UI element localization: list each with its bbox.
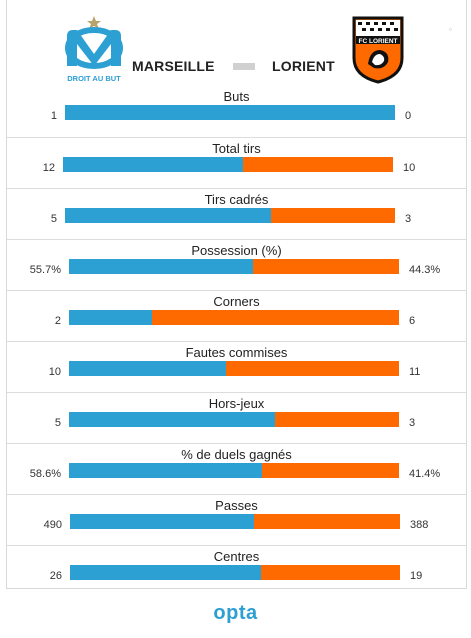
away-stat-value: 0: [405, 110, 412, 122]
decorative-mark: ▫: [448, 24, 452, 34]
home-stat-value: 5: [54, 417, 61, 429]
stat-comparison-bar: [69, 259, 399, 274]
stat-row: Hors-jeux 5 3: [7, 392, 466, 444]
home-share-fill: [69, 361, 227, 376]
stat-comparison-bar: [70, 514, 400, 529]
stat-label: Corners: [213, 294, 260, 309]
stat-row: Buts 1 0: [7, 86, 466, 137]
stat-row: Total tirs 12 10: [7, 137, 466, 189]
home-stat-value: 58.6%: [29, 468, 61, 480]
stat-comparison-bar: [69, 361, 399, 376]
home-stat-value: 2: [54, 315, 61, 327]
stat-label: Fautes commises: [185, 345, 288, 360]
stat-label: Total tirs: [212, 141, 261, 156]
versus-separator: [233, 63, 255, 70]
away-stat-value: 6: [409, 315, 416, 327]
home-share-fill: [70, 514, 255, 529]
home-stat-value: 55.7%: [29, 264, 61, 276]
stat-label: Tirs cadrés: [204, 192, 269, 207]
stat-comparison-bar: [65, 105, 395, 120]
stat-comparison-bar: [69, 310, 399, 325]
home-stat-value: 26: [49, 570, 62, 582]
stat-row: Tirs cadrés 5 3: [7, 188, 466, 240]
away-stat-value: 388: [410, 519, 429, 531]
lorient-logo: FC LORIENT: [352, 16, 404, 84]
svg-text:DROIT AU BUT: DROIT AU BUT: [67, 74, 121, 83]
match-stats-card: DROIT AU BUT MARSEILLE LORIENT FC LORIEN…: [6, 0, 467, 589]
match-header: DROIT AU BUT MARSEILLE LORIENT FC LORIEN…: [7, 0, 466, 86]
home-share-fill: [69, 463, 263, 478]
home-stat-value: 490: [43, 519, 62, 531]
svg-text:FC LORIENT: FC LORIENT: [359, 38, 398, 45]
home-share-fill: [69, 259, 253, 274]
opta-brand-logo: opta: [213, 602, 258, 624]
stat-comparison-bar: [70, 565, 400, 580]
away-stat-value: 19: [410, 570, 423, 582]
home-share-fill: [65, 208, 272, 223]
home-share-fill: [69, 412, 276, 427]
home-stat-value: 5: [50, 213, 57, 225]
away-stat-value: 11: [409, 366, 421, 378]
away-stat-value: 44.3%: [409, 264, 441, 276]
stat-label: % de duels gagnés: [181, 447, 292, 462]
stat-row: Fautes commises 10 11: [7, 341, 466, 393]
home-stat-value: 1: [50, 110, 57, 122]
stat-comparison-bar: [69, 463, 399, 478]
stat-label: Possession (%): [191, 243, 282, 258]
away-team-name: LORIENT: [272, 58, 335, 74]
home-team-name: MARSEILLE: [132, 58, 215, 74]
away-stat-value: 3: [405, 213, 412, 225]
home-share-fill: [70, 565, 261, 580]
stat-row: Centres 26 19: [7, 545, 466, 597]
home-stat-value: 12: [42, 162, 55, 174]
away-stat-value: 41.4%: [409, 468, 441, 480]
stat-row: Passes 490 388: [7, 494, 466, 546]
stat-label: Hors-jeux: [208, 396, 265, 411]
stat-row: Corners 2 6: [7, 290, 466, 342]
stat-comparison-bar: [65, 208, 395, 223]
away-stat-value: 3: [409, 417, 416, 429]
home-share-fill: [69, 310, 152, 325]
home-share-fill: [65, 105, 395, 120]
stat-label: Centres: [213, 549, 260, 564]
marseille-logo: DROIT AU BUT: [65, 16, 123, 83]
stat-row: Possession (%) 55.7% 44.3%: [7, 239, 466, 291]
stat-row: % de duels gagnés 58.6% 41.4%: [7, 443, 466, 495]
home-stat-value: 10: [48, 366, 61, 378]
stat-label: Buts: [223, 89, 250, 104]
away-stat-value: 10: [403, 162, 416, 174]
home-share-fill: [63, 157, 243, 172]
stat-label: Passes: [215, 498, 258, 513]
stat-comparison-bar: [63, 157, 393, 172]
stat-comparison-bar: [69, 412, 399, 427]
